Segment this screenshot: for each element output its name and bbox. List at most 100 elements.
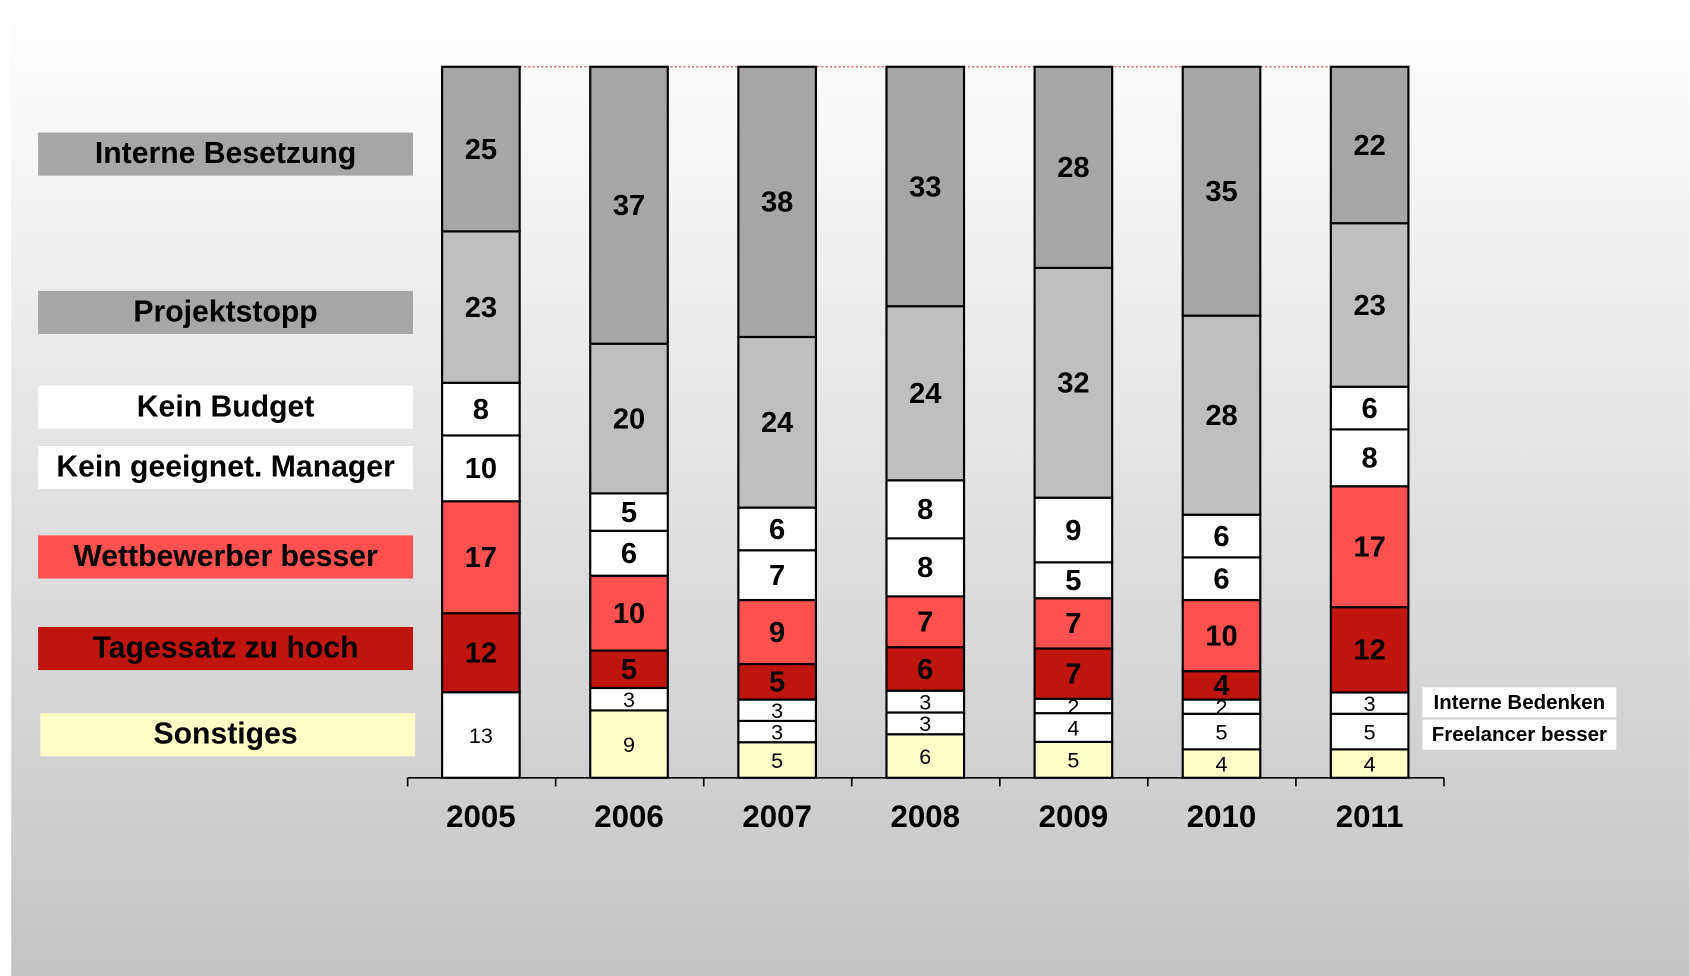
data-label: 37 <box>613 190 645 222</box>
data-label: 3 <box>771 720 783 744</box>
data-label: 5 <box>1065 565 1081 597</box>
x-tick-label: 2011 <box>1336 799 1404 834</box>
bar-segment <box>441 65 521 233</box>
data-label: 35 <box>1205 176 1237 208</box>
data-label: 5 <box>621 654 637 686</box>
bar-segment <box>589 342 669 495</box>
data-label: 38 <box>761 187 793 219</box>
bar-segment <box>589 65 669 345</box>
bar-segment <box>1033 65 1114 269</box>
data-label: 6 <box>621 538 637 570</box>
data-label: 3 <box>919 712 931 736</box>
data-label: 6 <box>917 654 933 686</box>
legend-label: Wettbewerber besser <box>73 540 378 573</box>
data-label: 5 <box>1364 720 1376 744</box>
data-label: 5 <box>621 497 637 529</box>
bar-segment <box>1181 556 1262 602</box>
legend-box <box>38 445 414 490</box>
data-label: 5 <box>771 749 783 773</box>
legend-box <box>38 385 414 429</box>
data-label: 33 <box>909 171 941 203</box>
bar-segment <box>737 65 817 339</box>
data-label: 4 <box>1213 670 1230 702</box>
bar-segment <box>1033 740 1114 779</box>
bar-segment <box>737 335 817 509</box>
legend-label: Freelancer besser <box>1432 723 1607 746</box>
data-label: 9 <box>623 733 635 757</box>
bar-segment <box>1329 712 1410 751</box>
bar-segment <box>1329 428 1410 488</box>
bar-segment <box>1329 485 1410 609</box>
data-label: 17 <box>1353 532 1385 564</box>
data-label: 4 <box>1364 752 1376 776</box>
bar-segment <box>1329 65 1410 225</box>
bar-segment <box>589 529 669 577</box>
data-label: 2 <box>1067 695 1079 719</box>
bar-segment <box>1181 65 1262 317</box>
bar-segment <box>885 733 966 779</box>
data-label: 4 <box>1216 752 1228 776</box>
bar-segment <box>737 741 817 779</box>
legend-label: Kein Budget <box>137 390 315 423</box>
legend-label: Sonstiges <box>154 718 298 751</box>
legend-box <box>38 626 414 671</box>
data-label: 23 <box>1353 290 1385 322</box>
data-label: 17 <box>465 542 497 574</box>
x-tick-label: 2010 <box>1187 799 1256 834</box>
data-label: 5 <box>1216 720 1228 744</box>
bar-segment <box>885 305 966 482</box>
x-tick-label: 2008 <box>891 799 960 834</box>
data-label: 3 <box>771 699 783 723</box>
bar-segment <box>885 595 966 649</box>
data-label: 23 <box>465 292 497 324</box>
data-label: 28 <box>1205 400 1237 432</box>
bar-segment <box>441 381 521 437</box>
bar-segment <box>589 574 669 652</box>
legend-box <box>38 290 414 334</box>
data-label: 9 <box>769 617 785 649</box>
bar-segment <box>441 612 521 694</box>
data-label: 7 <box>917 607 933 639</box>
data-label: 10 <box>465 453 497 485</box>
data-label: 10 <box>1205 620 1237 652</box>
legend-label: Projektstopp <box>133 295 317 328</box>
data-label: 3 <box>1364 692 1376 716</box>
legend-label: Interne Bedenken <box>1434 691 1606 714</box>
bar-segment <box>1181 314 1262 516</box>
data-label: 4 <box>1067 716 1079 740</box>
data-label: 24 <box>909 378 942 410</box>
bar-segment <box>589 492 669 532</box>
bar-segment <box>1033 647 1114 700</box>
legend-box <box>38 132 414 176</box>
legend-label: Interne Besetzung <box>95 137 356 170</box>
data-label: 7 <box>1065 658 1081 690</box>
data-label: 24 <box>761 407 794 439</box>
bar-segment <box>1329 385 1410 431</box>
x-tick-label: 2006 <box>594 799 663 834</box>
data-label: 7 <box>1065 608 1081 640</box>
data-label: 9 <box>1065 515 1081 547</box>
data-label: 6 <box>1362 393 1378 425</box>
legend-box <box>1422 687 1617 718</box>
data-label: 32 <box>1057 368 1089 400</box>
data-label: 7 <box>769 560 785 592</box>
data-label: 6 <box>1213 564 1229 596</box>
bar-segment <box>1329 606 1410 694</box>
data-label: 8 <box>1362 443 1378 475</box>
data-label: 6 <box>1213 521 1229 553</box>
bar-segment <box>1033 712 1114 743</box>
data-label: 6 <box>769 514 785 546</box>
x-tick-label: 2005 <box>446 799 515 834</box>
data-label: 6 <box>919 745 931 769</box>
data-label: 8 <box>917 552 933 584</box>
x-tick-label: 2007 <box>742 799 811 834</box>
bar-segment <box>1181 598 1262 673</box>
data-label: 10 <box>613 598 645 630</box>
bar-segment <box>737 549 817 602</box>
bar-segment <box>885 537 966 598</box>
bar-segment <box>441 230 521 384</box>
data-label: 22 <box>1353 130 1385 162</box>
x-tick-label: 2009 <box>1039 799 1108 834</box>
